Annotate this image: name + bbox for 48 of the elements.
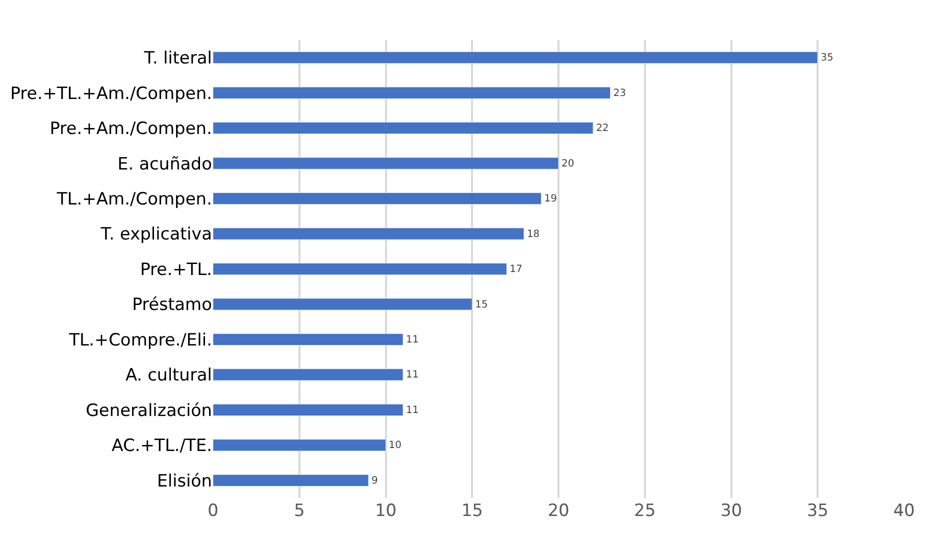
data-label: 10 — [388, 440, 402, 452]
x-tick-label: 25 — [634, 501, 656, 521]
y-tick-label: Generalización — [86, 400, 212, 421]
data-label: 11 — [406, 404, 419, 416]
bar — [213, 86, 611, 99]
bar — [213, 368, 404, 381]
y-tick-label: Pre.+Am./Compen. — [50, 119, 212, 140]
x-tick-label: 20 — [548, 501, 570, 521]
bar — [213, 122, 594, 134]
y-tick-label: Pre.+TL.+Am./Compen. — [10, 84, 212, 104]
y-tick-label: T. literal — [143, 48, 212, 69]
y-tick-label: Préstamo — [132, 295, 212, 316]
y-tick-label: AC.+TL./TE. — [112, 436, 212, 456]
data-label: 19 — [544, 194, 557, 205]
bar — [213, 192, 542, 205]
data-label: 15 — [475, 299, 488, 310]
x-tick-label: 10 — [374, 501, 397, 521]
y-tick-label: E. acuñado — [118, 154, 212, 174]
x-tick-label: 5 — [294, 501, 305, 521]
y-tick-label: TL.+Am./Compen. — [56, 189, 212, 210]
bar — [213, 157, 559, 170]
bar — [213, 228, 524, 240]
y-tick-label: T. explicativa — [100, 224, 212, 245]
x-tick-label: 30 — [720, 501, 742, 521]
data-label: 20 — [562, 158, 574, 170]
data-label: 22 — [596, 123, 609, 134]
data-label: 9 — [371, 475, 378, 486]
y-tick-label: Elisión — [157, 471, 212, 492]
bar — [213, 333, 404, 346]
data-label: 11 — [406, 334, 419, 346]
data-label: 11 — [406, 370, 419, 381]
data-label: 17 — [510, 264, 522, 276]
y-tick-label: Pre.+TL. — [140, 260, 212, 280]
bar — [213, 404, 404, 416]
data-label: 18 — [526, 228, 540, 240]
x-tick-label: 15 — [461, 501, 483, 521]
bar — [213, 474, 369, 486]
data-label: 35 — [820, 52, 834, 64]
bar — [213, 52, 818, 64]
x-tick-label: 40 — [893, 501, 915, 521]
x-tick-label: 35 — [806, 501, 828, 521]
bar — [213, 439, 386, 452]
x-tick-label: 0 — [208, 501, 218, 521]
bar — [213, 262, 507, 276]
y-tick-label: A. cultural — [125, 366, 212, 386]
y-tick-label: TL.+Compre./Eli. — [68, 330, 212, 350]
data-label: 23 — [613, 88, 626, 99]
bar — [213, 298, 472, 310]
